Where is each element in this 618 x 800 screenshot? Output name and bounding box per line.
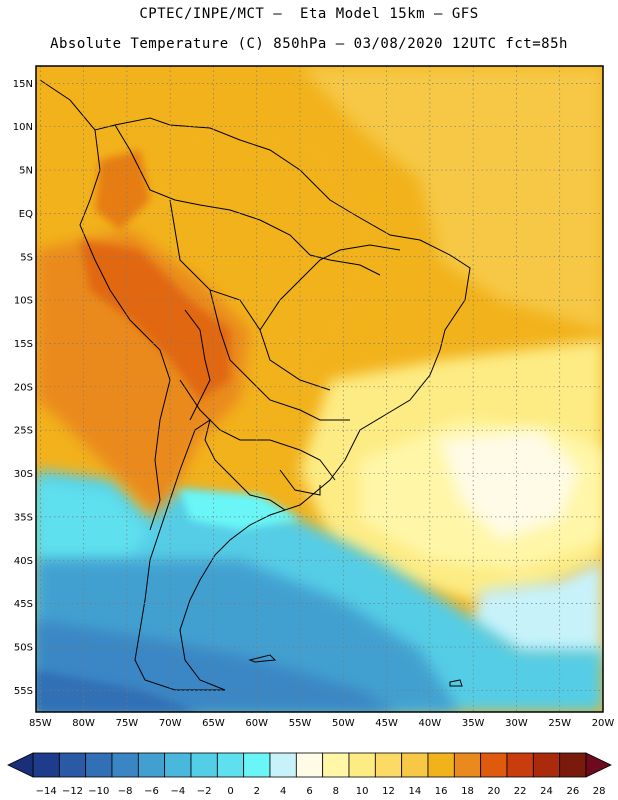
colorbar-box	[32, 752, 60, 778]
colorbar-box	[506, 752, 534, 778]
colorbar-label: 18	[461, 786, 474, 797]
colorbar-box	[559, 752, 587, 778]
colorbar-label: 22	[514, 786, 527, 797]
colorbar-box	[427, 752, 455, 778]
colorbar-box	[374, 752, 403, 778]
lat-label: 5S	[20, 252, 33, 263]
colorbar-label: 10	[356, 786, 369, 797]
colorbar-label: 26	[566, 786, 579, 797]
colorbar-box	[295, 752, 324, 778]
lat-label: 25S	[14, 426, 33, 437]
colorbar-label: 6	[306, 786, 312, 797]
colorbar-high-arrow	[585, 752, 612, 778]
map-title: CPTEC/INPE/MCT – Eta Model 15km – GFS	[139, 6, 479, 22]
temperature-map: 15N 10N 5N EQ 5S 10S 15S 20S 25S 30S 35S 40S 45S 50S 5…	[13, 65, 614, 729]
lon-label: 25W	[548, 718, 571, 729]
lat-label: 10S	[14, 296, 33, 307]
lon-label: 45W	[375, 718, 398, 729]
colorbar-label: −10	[88, 786, 109, 797]
colorbar-label: −8	[118, 786, 133, 797]
colorbar-box	[243, 752, 271, 778]
lat-label: 50S	[14, 642, 33, 653]
colorbar: −14 −12 −10 −8 −6 −4 −2 0 2 4 6 8 10 12 14 16 18 20 22 24 26…	[7, 752, 612, 797]
colorbar-label: 8	[333, 786, 339, 797]
lat-label: 40S	[14, 556, 33, 567]
map-subtitle: Absolute Temperature (C) 850hPa – 03/08/…	[50, 36, 568, 52]
lon-label: 85W	[29, 718, 52, 729]
colorbar-label: 12	[382, 786, 395, 797]
colorbar-label: −2	[197, 786, 212, 797]
lon-label: 75W	[116, 718, 139, 729]
colorbar-label: 20	[487, 786, 500, 797]
lat-label: 15N	[13, 79, 33, 90]
map-frame	[35, 65, 604, 713]
colorbar-box	[453, 752, 482, 778]
latitude-labels: 15N 10N 5N EQ 5S 10S 15S 20S 25S 30S 35S 40S 45S 50S 5…	[13, 79, 33, 697]
lat-label: EQ	[19, 209, 33, 220]
lat-label: 45S	[14, 599, 33, 610]
colorbar-label: −12	[62, 786, 83, 797]
colorbar-label: −14	[36, 786, 57, 797]
colorbar-label: 14	[408, 786, 421, 797]
lon-label: 80W	[72, 718, 95, 729]
lon-label: 55W	[289, 718, 312, 729]
colorbar-box	[58, 752, 87, 778]
lon-label: 30W	[505, 718, 528, 729]
lon-label: 70W	[159, 718, 182, 729]
lat-label: 15S	[14, 339, 33, 350]
colorbar-label: −6	[144, 786, 159, 797]
colorbar-box	[532, 752, 561, 778]
lat-label: 5N	[19, 166, 33, 177]
colorbar-box	[190, 752, 218, 778]
lat-label: 30S	[14, 469, 33, 480]
colorbar-box	[85, 752, 113, 778]
lat-label: 10N	[13, 122, 33, 133]
lon-label: 35W	[462, 718, 485, 729]
colorbar-box	[322, 752, 350, 778]
gridlines	[36, 66, 604, 712]
colorbar-box	[269, 752, 297, 778]
lon-label: 50W	[332, 718, 355, 729]
colorbar-label: 0	[227, 786, 233, 797]
longitude-labels: 85W 80W 75W 70W 65W 60W 55W 50W 45W 40W 35W 30W 25W 2…	[29, 718, 614, 729]
colorbar-label: 16	[435, 786, 448, 797]
temperature-field	[36, 66, 603, 712]
colorbar-box	[164, 752, 192, 778]
colorbar-boxes	[32, 752, 587, 778]
lon-label: 40W	[419, 718, 442, 729]
colorbar-label: −4	[170, 786, 185, 797]
colorbar-labels: −14 −12 −10 −8 −6 −4 −2 0 2 4 6 8 10 12 14 16 18 20 22 24 26…	[36, 786, 606, 797]
colorbar-label: 28	[593, 786, 606, 797]
colorbar-box	[111, 752, 139, 778]
lat-label: 20S	[14, 382, 33, 393]
lat-label: 35S	[14, 512, 33, 523]
lat-label: 55S	[14, 686, 33, 697]
lon-label: 65W	[202, 718, 225, 729]
colorbar-box	[480, 752, 508, 778]
colorbar-box	[137, 752, 166, 778]
lon-label: 60W	[245, 718, 268, 729]
colorbar-label: 2	[254, 786, 260, 797]
colorbar-box	[216, 752, 245, 778]
colorbar-box	[401, 752, 429, 778]
lon-label: 20W	[592, 718, 615, 729]
colorbar-label: 24	[540, 786, 553, 797]
colorbar-box	[348, 752, 376, 778]
colorbar-label: 4	[280, 786, 286, 797]
colorbar-low-arrow	[7, 752, 34, 778]
